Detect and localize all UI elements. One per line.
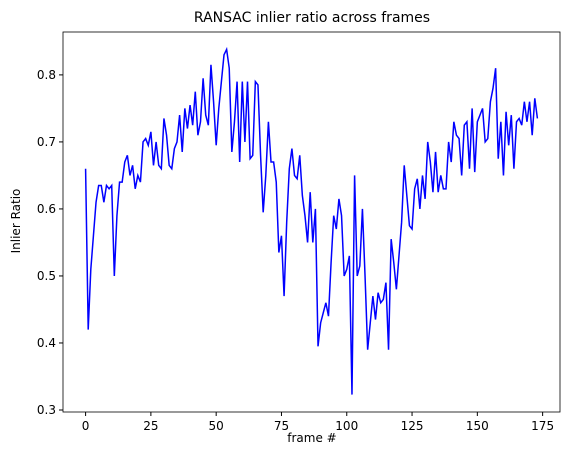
y-axis-label: Inlier Ratio (9, 189, 23, 254)
x-tick-label: 50 (209, 419, 224, 433)
x-tick-label: 150 (466, 419, 489, 433)
x-tick-label: 125 (401, 419, 424, 433)
y-tick-label: 0.4 (37, 336, 56, 350)
chart-title: RANSAC inlier ratio across frames (194, 10, 430, 26)
y-tick-label: 0.8 (37, 68, 56, 82)
y-tick-label: 0.6 (37, 202, 56, 216)
y-tick-label: 0.5 (37, 269, 56, 283)
x-tick-label: 175 (531, 419, 554, 433)
x-tick-label: 25 (143, 419, 158, 433)
x-tick-label: 100 (335, 419, 358, 433)
y-tick-label: 0.3 (37, 403, 56, 417)
x-tick-label: 75 (274, 419, 289, 433)
y-tick-label: 0.7 (37, 135, 56, 149)
plot-frame (62, 31, 561, 413)
x-tick-label: 0 (82, 419, 90, 433)
data-line (84, 46, 539, 395)
x-axis-label: frame # (287, 431, 336, 445)
